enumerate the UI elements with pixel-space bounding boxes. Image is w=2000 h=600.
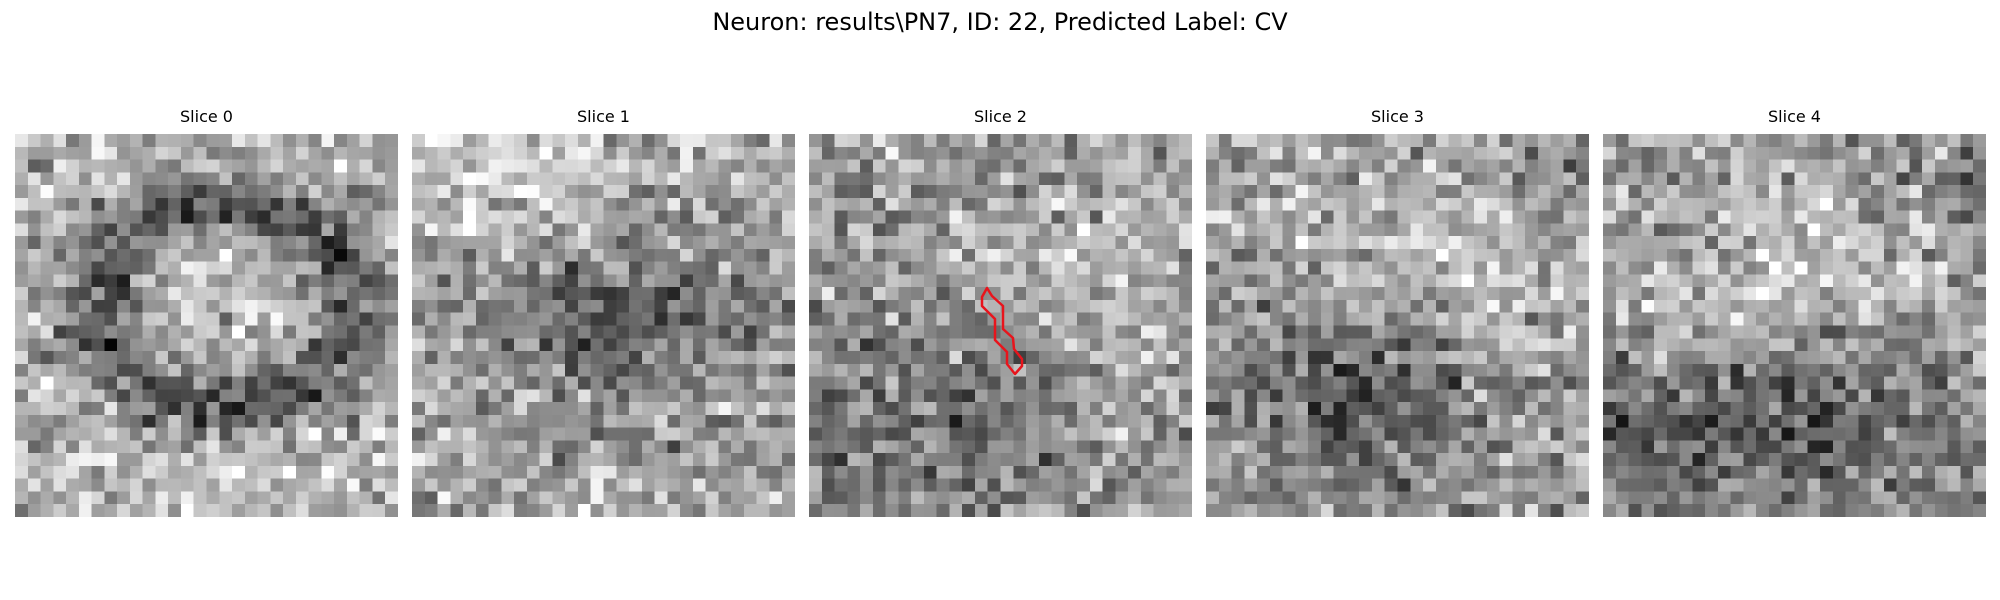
figure-title: Neuron: results\PN7, ID: 22, Predicted L… bbox=[712, 8, 1288, 36]
slice-title-2: Slice 2 bbox=[974, 107, 1027, 126]
slice-image-4 bbox=[1603, 134, 1986, 517]
slice-image-3 bbox=[1206, 134, 1589, 517]
slice-title-1: Slice 1 bbox=[577, 107, 630, 126]
slice-title-3: Slice 3 bbox=[1371, 107, 1424, 126]
slice-image-1 bbox=[412, 134, 795, 517]
slice-title-0: Slice 0 bbox=[180, 107, 233, 126]
slice-panel-4: Slice 4 bbox=[1603, 106, 1986, 518]
slice-panel-2: Slice 2 bbox=[809, 106, 1192, 518]
slice-panel-3: Slice 3 bbox=[1206, 106, 1589, 518]
slice-panel-1: Slice 1 bbox=[412, 106, 795, 518]
slice-panel-0: Slice 0 bbox=[15, 106, 398, 518]
slice-title-4: Slice 4 bbox=[1768, 107, 1821, 126]
slice-image-2 bbox=[809, 134, 1192, 517]
slice-image-0 bbox=[15, 134, 398, 517]
